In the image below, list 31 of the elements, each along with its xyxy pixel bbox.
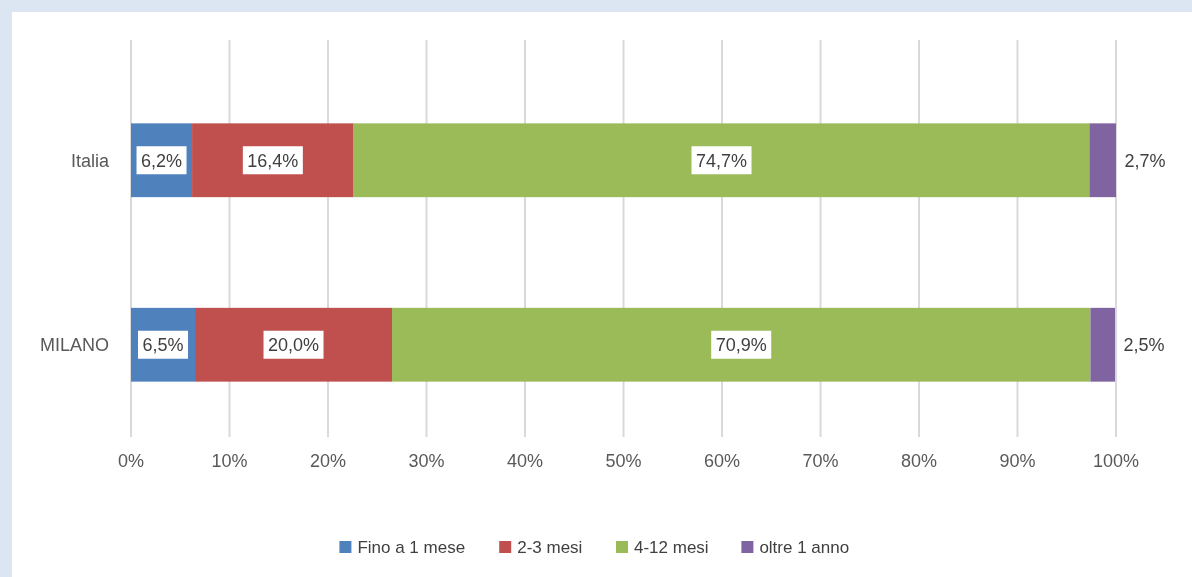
x-tick-label: 60% xyxy=(703,451,741,472)
x-tick-label: 0% xyxy=(117,451,145,472)
bar xyxy=(192,123,354,198)
x-tick-label: 10% xyxy=(211,451,248,472)
x-tick-label: 50% xyxy=(605,451,642,472)
y-tick-label: MILANO xyxy=(39,335,109,356)
data-label: 2,5% xyxy=(1123,335,1165,356)
x-tick-label: 70% xyxy=(802,451,839,472)
legend-label: oltre 1 anno xyxy=(759,537,850,557)
legend-label: Fino a 1 mese xyxy=(357,537,466,557)
legend-label: 4-12 mesi xyxy=(634,537,709,557)
legend-label: 2-3 mesi xyxy=(517,537,583,557)
data-label: 20,0% xyxy=(268,335,320,356)
data-label: 2,7% xyxy=(1124,150,1166,171)
x-tick-label: 20% xyxy=(309,451,347,472)
bar xyxy=(1090,307,1116,382)
data-label: 6,5% xyxy=(142,335,184,356)
data-label: 70,9% xyxy=(715,335,767,356)
x-tick-label: 80% xyxy=(900,451,938,472)
bar xyxy=(1089,123,1117,198)
x-tick-label: 40% xyxy=(506,451,544,472)
x-tick-label: 30% xyxy=(408,451,445,472)
data-label: 74,7% xyxy=(695,150,748,171)
data-label: 16,4% xyxy=(247,150,299,171)
bar xyxy=(392,307,1091,382)
bar xyxy=(353,123,1090,198)
data-label: 6,2% xyxy=(141,150,183,171)
bar xyxy=(195,307,393,382)
x-tick-label: 100% xyxy=(1092,451,1140,472)
y-tick-label: Italia xyxy=(70,150,110,171)
x-tick-label: 90% xyxy=(999,451,1036,472)
